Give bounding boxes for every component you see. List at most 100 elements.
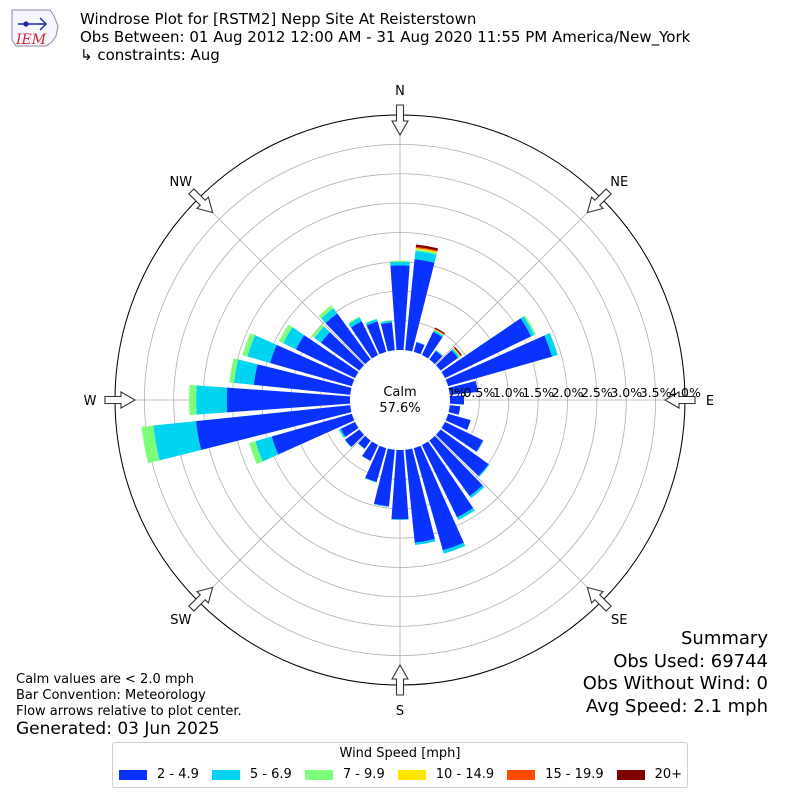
bar-dir-50-bin-5	[454, 346, 462, 356]
radial-tick-label: 0.5%	[463, 385, 495, 400]
bar-dir-0-bin-2	[390, 260, 410, 263]
bar-dir-160-bin-1	[442, 542, 466, 554]
bar-dir-310-bin-0	[320, 332, 365, 371]
bar-dir-340-bin-0	[366, 321, 387, 355]
bar-dir-320-bin-0	[325, 313, 371, 365]
bar-dir-30-bin-5	[434, 327, 446, 335]
bar-dir-230-bin-1	[344, 439, 352, 448]
flow-arrow-icon	[188, 586, 214, 612]
windrose-bars	[141, 244, 558, 554]
summary-avg-speed: Avg Speed: 2.1 mph	[586, 695, 768, 717]
iem-logo: IEM	[11, 9, 59, 48]
bar-dir-330-bin-2	[347, 316, 360, 325]
bar-dir-30-bin-1	[433, 330, 444, 338]
bar-dir-200-bin-1	[364, 477, 377, 483]
bar-dir-350-bin-2	[380, 319, 392, 323]
legend-label: 15 - 19.9	[545, 767, 604, 782]
grid-spoke	[435, 198, 602, 365]
title-line-2: Obs Between: 01 Aug 2012 12:00 AM - 31 A…	[80, 28, 691, 46]
bar-dir-200-bin-0	[365, 445, 387, 482]
radial-tick-label: 1.0%	[493, 385, 525, 400]
bar-dir-310-bin-1	[314, 326, 330, 343]
bar-dir-30-bin-3	[434, 329, 445, 336]
bar-dir-260-bin-0	[195, 405, 352, 450]
bar-dir-230-bin-0	[345, 429, 365, 448]
bar-dir-70-bin-1	[544, 333, 558, 357]
bar-dir-270-bin-1	[196, 385, 228, 415]
legend-swatch	[507, 769, 536, 780]
legend-item: 20+	[616, 767, 683, 782]
bar-dir-350-bin-1	[380, 320, 392, 325]
bar-dir-10-bin-5	[415, 244, 439, 251]
legend-label: 5 - 6.9	[249, 767, 292, 782]
summary-obs-without-wind: Obs Without Wind: 0	[582, 673, 768, 694]
calm-note: Calm values are < 2.0 mph	[16, 672, 195, 687]
legend-swatch	[119, 769, 147, 780]
legend: Wind Speed [mph] 2 - 4.9 5 - 6.9 7 - 9.9 10…	[112, 742, 688, 788]
bar-dir-340-bin-1	[365, 319, 378, 326]
radial-tick-label: 4.0%	[669, 385, 701, 400]
bar-dir-10-bin-4	[415, 246, 438, 252]
bar-dir-310-bin-2	[311, 324, 325, 338]
flow-arrow-icon	[104, 391, 137, 409]
direction-label-s: S	[396, 704, 404, 719]
bar-dir-350-bin-0	[380, 322, 395, 352]
bar-dir-150-bin-0	[421, 441, 474, 518]
bar-dir-50-bin-3	[453, 348, 461, 357]
bar-dir-280-bin-2	[229, 358, 239, 383]
flow-arrow-icon	[586, 586, 612, 612]
bar-dir-0-bin-0	[390, 265, 410, 351]
radial-tick-label: 3.0%	[610, 385, 642, 400]
legend-item: 5 - 6.9	[211, 767, 292, 782]
flow-note: Flow arrows relative to plot center.	[16, 704, 242, 719]
bar-dir-100-bin-0	[448, 405, 461, 415]
direction-label-e: E	[706, 394, 714, 409]
bar-dir-60-bin-0	[441, 318, 532, 379]
bar-dir-340-bin-2	[365, 318, 377, 324]
bar-dir-280-bin-0	[253, 364, 352, 395]
summary-block: Summary Obs Used: 69744 Obs Without Wind…	[583, 628, 768, 718]
bar-dir-170-bin-0	[405, 448, 435, 543]
bar-dir-110-bin-0	[445, 413, 471, 431]
grid-spoke	[198, 198, 365, 365]
bar-dir-300-bin-0	[295, 335, 359, 379]
bar-dir-240-bin-2	[338, 429, 345, 439]
bar-dir-330-bin-1	[348, 317, 362, 328]
bar-dir-170-bin-1	[414, 539, 436, 545]
bar-dir-290-bin-0	[269, 344, 355, 387]
bar-dir-320-bin-2	[318, 305, 334, 319]
bar-dir-10-bin-0	[405, 259, 435, 352]
legend-swatch	[304, 769, 333, 780]
radial-tick-label: 1.5%	[522, 385, 554, 400]
bar-dir-0-bin-1	[390, 261, 410, 266]
legend-items: 2 - 4.9 5 - 6.9 7 - 9.9 10 - 14.9 15 - 19.9 2…	[119, 767, 695, 782]
bar-dir-50-bin-1	[451, 348, 460, 358]
bar-dir-50-bin-4	[453, 347, 461, 357]
bar-dir-220-bin-1	[357, 443, 365, 450]
bar-dir-140-bin-1	[469, 485, 485, 499]
calm-label: Calm	[383, 385, 416, 400]
bar-dir-300-bin-2	[278, 324, 293, 344]
grid-spoke	[435, 435, 602, 602]
axis-labels: NNEESESSWWNW0.0%0.5%1.0%1.5%2.0%2.5%3.0%…	[84, 84, 715, 719]
direction-label-se: SE	[611, 613, 627, 628]
bar-dir-150-bin-1	[456, 508, 475, 521]
bar-convention-note: Bar Convention: Meteorology	[16, 688, 206, 703]
radial-tick-label: 2.5%	[581, 385, 613, 400]
bar-dir-130-bin-1	[478, 464, 490, 477]
flow-arrow-icon	[188, 188, 214, 214]
bar-dir-260-bin-2	[141, 425, 160, 464]
bar-dir-220-bin-0	[358, 435, 371, 449]
bar-dir-20-bin-1	[416, 341, 425, 346]
bar-dir-250-bin-1	[255, 436, 279, 462]
bar-dir-300-bin-1	[283, 327, 305, 350]
bar-dir-130-bin-0	[435, 429, 489, 477]
flow-arrow-icon	[391, 663, 409, 696]
bar-dir-60-bin-1	[520, 316, 535, 337]
legend-item: 2 - 4.9	[119, 767, 199, 782]
radial-tick-label: 2.0%	[552, 385, 584, 400]
flow-arrow-icon	[663, 391, 696, 409]
bar-dir-190-bin-0	[373, 448, 395, 507]
bar-dir-330-bin-0	[350, 321, 379, 359]
legend-label: 20+	[654, 767, 683, 782]
